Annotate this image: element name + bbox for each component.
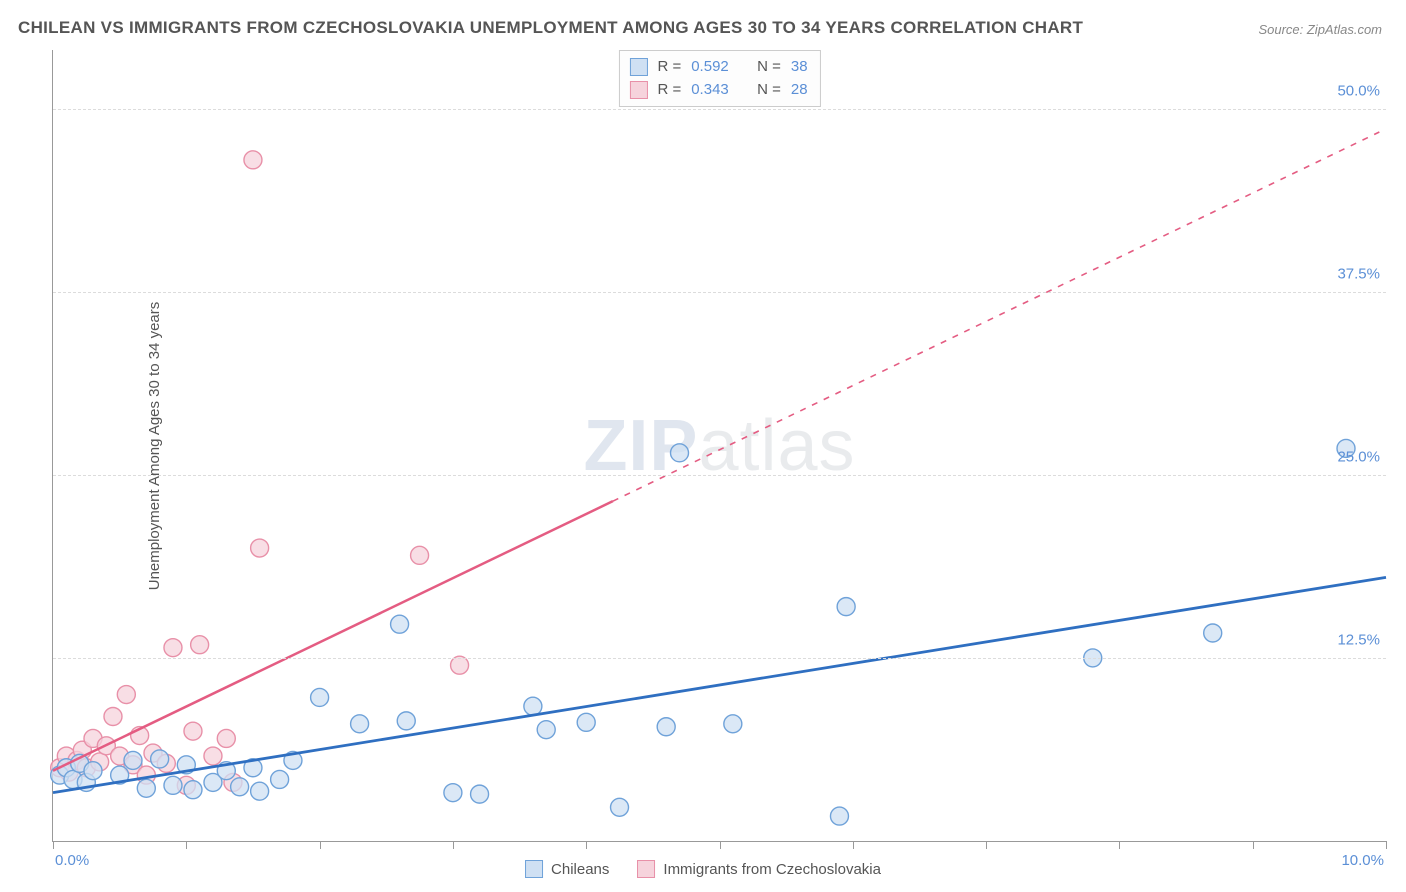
legend-label-chileans: Chileans [551, 861, 609, 878]
plot-svg [53, 50, 1386, 841]
x-tick [53, 841, 54, 849]
x-tick [320, 841, 321, 849]
stats-n-label: N = [757, 56, 781, 79]
swatch-czech [629, 81, 647, 99]
stats-n-czech: 28 [791, 79, 808, 102]
gridline-h [53, 292, 1386, 293]
legend-item-chileans: Chileans [525, 860, 609, 878]
stats-box: R = 0.592 N = 38 R = 0.343 N = 28 [618, 50, 820, 107]
chart-title: CHILEAN VS IMMIGRANTS FROM CZECHOSLOVAKI… [18, 18, 1083, 38]
x-tick [986, 841, 987, 849]
legend-item-czech: Immigrants from Czechoslovakia [637, 860, 881, 878]
stats-r-czech: 0.343 [691, 79, 729, 102]
legend-swatch-czech [637, 860, 655, 878]
y-tick-label: 50.0% [1337, 82, 1380, 99]
x-tick [853, 841, 854, 849]
x-tick-label-right: 10.0% [1341, 852, 1384, 869]
x-tick-label-left: 0.0% [55, 852, 89, 869]
y-tick-label: 37.5% [1337, 265, 1380, 282]
x-tick [720, 841, 721, 849]
y-tick-label: 12.5% [1337, 631, 1380, 648]
stats-n-label-2: N = [757, 79, 781, 102]
stats-r-chileans: 0.592 [691, 56, 729, 79]
legend-label-czech: Immigrants from Czechoslovakia [663, 861, 881, 878]
stats-row-czech: R = 0.343 N = 28 [629, 79, 807, 102]
x-tick [1119, 841, 1120, 849]
y-tick-label: 25.0% [1337, 448, 1380, 465]
bottom-legend: Chileans Immigrants from Czechoslovakia [525, 860, 881, 878]
legend-swatch-chileans [525, 860, 543, 878]
stats-n-chileans: 38 [791, 56, 808, 79]
gridline-h [53, 658, 1386, 659]
gridline-h [53, 109, 1386, 110]
x-tick [1386, 841, 1387, 849]
gridline-h [53, 475, 1386, 476]
swatch-chileans [629, 58, 647, 76]
x-tick [186, 841, 187, 849]
x-tick [453, 841, 454, 849]
plot-area: ZIPatlas R = 0.592 N = 38 R = 0.343 N = … [52, 50, 1386, 842]
stats-row-chileans: R = 0.592 N = 38 [629, 56, 807, 79]
x-tick [586, 841, 587, 849]
stats-r-label: R = [657, 56, 681, 79]
stats-r-label-2: R = [657, 79, 681, 102]
source-label: Source: ZipAtlas.com [1258, 22, 1382, 37]
x-tick [1253, 841, 1254, 849]
